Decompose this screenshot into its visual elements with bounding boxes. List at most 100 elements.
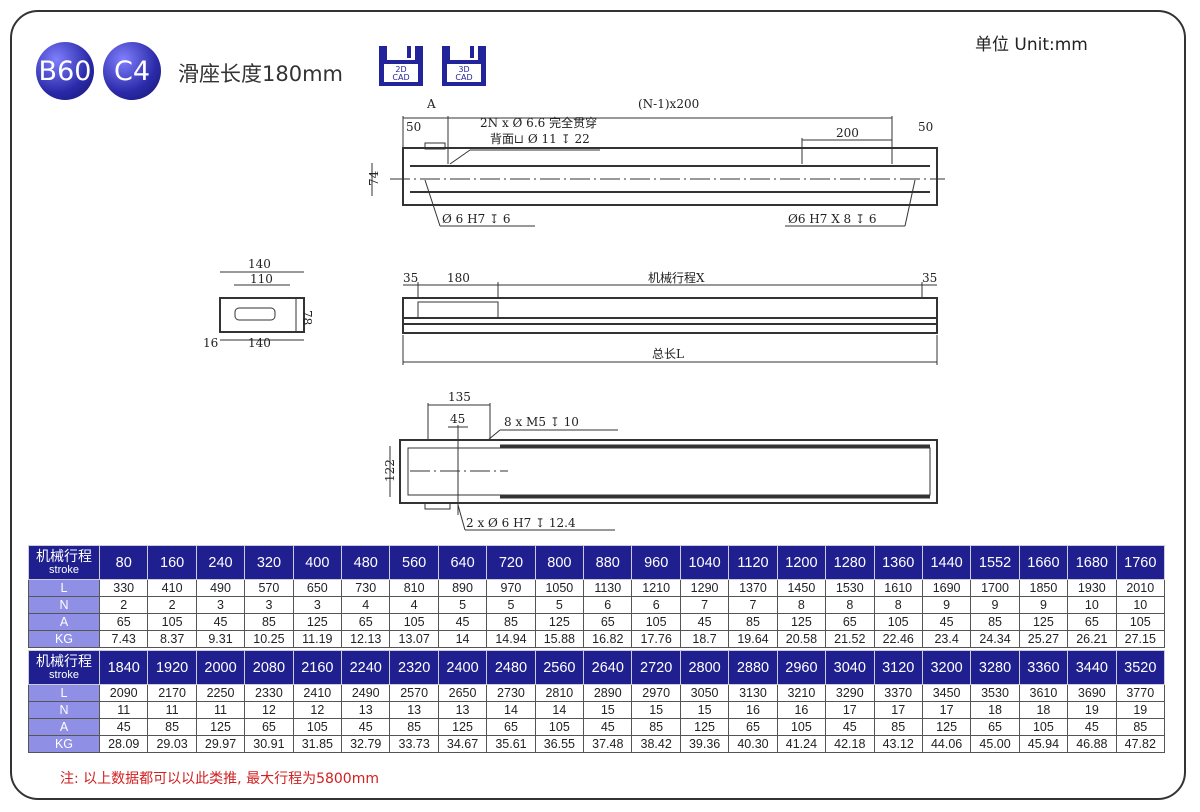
- dim-a: A: [426, 97, 436, 111]
- mounting-holes-note: 2N x Ø 6.6 完全贯穿: [480, 115, 597, 130]
- row-n: N 11 11 11 12 12 13 13 13 14 14 15 15 15 16 16 17 17 17 18 1…: [28, 701, 1166, 719]
- cell-l: 3450: [921, 684, 972, 702]
- cell-stroke: 480: [341, 545, 391, 580]
- cell-n: 10: [1067, 596, 1117, 614]
- cell-a: 125: [195, 718, 246, 736]
- row-stroke: 机械行程 stroke 1840 1920 2000 2080 2160 2240 2320 24…: [28, 650, 1166, 685]
- cell-kg: 23.4: [921, 630, 972, 648]
- cell-a: 105: [1018, 718, 1069, 736]
- cell-stroke: 2640: [583, 650, 633, 685]
- cad-3d-icon[interactable]: 3D CAD: [440, 44, 488, 88]
- cell-n: 5: [437, 596, 488, 614]
- cell-l: 1610: [873, 579, 923, 597]
- cell-a: 45: [1067, 718, 1117, 736]
- cell-l: 1290: [679, 579, 730, 597]
- row-l: L 2090 2170 2250 2330 2410 2490 2570 2650 2730 281…: [28, 684, 1166, 702]
- row-kg: KG 28.09 29.03 29.97 30.91 31.85 32.79 33.73 34.…: [28, 735, 1166, 753]
- cell-stroke: 2320: [389, 650, 439, 685]
- stroke-label-cn: 机械行程: [36, 652, 92, 669]
- dim-78: 78: [300, 310, 314, 325]
- cell-kg: 38.42: [631, 735, 681, 753]
- cell-n: 5: [534, 596, 585, 614]
- cell-stroke: 3120: [873, 650, 923, 685]
- stroke-label-en: stroke: [49, 563, 79, 576]
- row-label: L: [28, 684, 100, 702]
- dim-right-50: 50: [918, 120, 933, 134]
- cell-a: 65: [970, 718, 1020, 736]
- cell-l: 3690: [1067, 684, 1117, 702]
- cad-2d-icon[interactable]: 2D CAD: [377, 44, 425, 88]
- footnote: 注: 以上数据都可以以此类推, 最大行程为5800mm: [60, 771, 379, 787]
- cell-stroke: 3520: [1115, 650, 1166, 685]
- row-label: KG: [28, 735, 100, 753]
- page-frame: [10, 10, 1186, 800]
- row-l: L 330 410 490 570 650 730 810 890 970 1050 1130 1210…: [28, 579, 1166, 597]
- cell-a: 65: [341, 613, 391, 631]
- cell-a: 45: [583, 718, 633, 736]
- cell-l: 2650: [437, 684, 488, 702]
- row-label: KG: [28, 630, 100, 648]
- thread-note: 8 x M5 ↧ 10: [504, 415, 579, 429]
- cell-l: 3050: [679, 684, 730, 702]
- cell-n: 9: [921, 596, 972, 614]
- pin-right-note: Ø6 H7 X 8 ↧ 6: [788, 212, 877, 226]
- cell-a: 85: [147, 718, 197, 736]
- cell-kg: 30.91: [244, 735, 294, 753]
- svg-text:2D: 2D: [395, 65, 406, 74]
- cell-a: 105: [292, 718, 343, 736]
- cell-l: 2970: [631, 684, 681, 702]
- unit-label: 单位 Unit:mm: [975, 35, 1088, 55]
- row-a: A 65 105 45 85 125 65 105 45 85 125 65 105 45 85 125 65 1…: [28, 613, 1166, 631]
- cell-kg: 32.79: [341, 735, 391, 753]
- svg-text:3D: 3D: [458, 65, 469, 74]
- cell-l: 2010: [1115, 579, 1166, 597]
- cell-kg: 41.24: [776, 735, 827, 753]
- cell-a: 105: [873, 613, 923, 631]
- cell-stroke: 400: [292, 545, 343, 580]
- cell-n: 11: [195, 701, 246, 719]
- cell-n: 15: [583, 701, 633, 719]
- dim-35-right: 35: [922, 271, 937, 285]
- cell-a: 65: [583, 613, 633, 631]
- cell-stroke: 1680: [1067, 545, 1117, 580]
- cell-n: 18: [970, 701, 1020, 719]
- cell-stroke: 3280: [970, 650, 1020, 685]
- row-a: A 45 85 125 65 105 45 85 125 65 105 45 85 125 65 105 45 8…: [28, 718, 1166, 736]
- cell-n: 11: [147, 701, 197, 719]
- cell-stroke: 3200: [921, 650, 972, 685]
- dim-180: 180: [447, 271, 470, 285]
- cell-n: 13: [389, 701, 439, 719]
- cell-stroke: 2960: [776, 650, 827, 685]
- cell-l: 1450: [776, 579, 827, 597]
- cell-n: 2: [147, 596, 197, 614]
- cell-l: 2250: [195, 684, 246, 702]
- cell-n: 16: [776, 701, 827, 719]
- cell-kg: 31.85: [292, 735, 343, 753]
- row-kg: KG 7.43 8.37 9.31 10.25 11.19 12.13 13.07 14 14.9…: [28, 630, 1166, 648]
- cell-a: 125: [437, 718, 488, 736]
- cell-l: 3290: [825, 684, 875, 702]
- cell-l: 2330: [244, 684, 294, 702]
- cell-stroke: 720: [486, 545, 536, 580]
- cell-l: 570: [244, 579, 294, 597]
- cell-n: 14: [486, 701, 536, 719]
- dim-35-left: 35: [403, 271, 418, 285]
- cell-kg: 20.58: [776, 630, 827, 648]
- cell-kg: 28.09: [98, 735, 149, 753]
- cell-n: 6: [583, 596, 633, 614]
- cell-l: 3610: [1018, 684, 1069, 702]
- cell-a: 85: [631, 718, 681, 736]
- pin-left-note: Ø 6 H7 ↧ 6: [442, 212, 511, 226]
- cell-a: 125: [679, 718, 730, 736]
- row-label: N: [28, 701, 100, 719]
- cell-a: 105: [389, 613, 439, 631]
- dim-135: 135: [448, 390, 471, 404]
- row-stroke: 机械行程 stroke 80 160 240 320 400 480 560 640 720 800 8…: [28, 545, 1166, 580]
- cell-n: 4: [341, 596, 391, 614]
- svg-text:CAD: CAD: [392, 73, 409, 82]
- cell-kg: 16.82: [583, 630, 633, 648]
- cell-l: 3370: [873, 684, 923, 702]
- technical-drawing: A (N-1)x200 50 50 200 2N x Ø 6.6 完全贯穿 背面…: [203, 97, 945, 531]
- cell-kg: 45.94: [1018, 735, 1069, 753]
